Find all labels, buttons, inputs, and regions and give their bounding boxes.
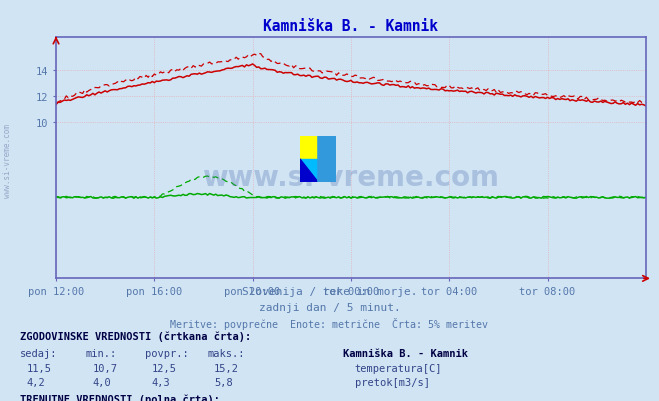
Bar <box>300 136 318 159</box>
Text: 11,5: 11,5 <box>26 363 51 373</box>
Text: min.:: min.: <box>86 348 117 358</box>
Bar <box>318 136 336 182</box>
Text: 15,2: 15,2 <box>214 363 239 373</box>
Text: zadnji dan / 5 minut.: zadnji dan / 5 minut. <box>258 302 401 312</box>
Text: Kamniška B. - Kamnik: Kamniška B. - Kamnik <box>343 348 468 358</box>
Text: ZGODOVINSKE VREDNOSTI (črtkana črta):: ZGODOVINSKE VREDNOSTI (črtkana črta): <box>20 331 251 341</box>
Polygon shape <box>300 159 318 182</box>
Title: Kamniška B. - Kamnik: Kamniška B. - Kamnik <box>264 19 438 34</box>
Text: www.si-vreme.com: www.si-vreme.com <box>3 124 13 197</box>
Text: www.si-vreme.com: www.si-vreme.com <box>202 164 500 192</box>
Text: temperatura[C]: temperatura[C] <box>355 363 442 373</box>
Text: maks.:: maks.: <box>208 348 245 358</box>
Text: 10,7: 10,7 <box>92 363 117 373</box>
Text: Meritve: povprečne  Enote: metrične  Črta: 5% meritev: Meritve: povprečne Enote: metrične Črta:… <box>171 317 488 329</box>
Text: 5,8: 5,8 <box>214 377 233 387</box>
Polygon shape <box>300 159 318 182</box>
Polygon shape <box>318 136 336 182</box>
Text: pretok[m3/s]: pretok[m3/s] <box>355 377 430 387</box>
Text: Slovenija / reke in morje.: Slovenija / reke in morje. <box>242 287 417 297</box>
Text: povpr.:: povpr.: <box>145 348 188 358</box>
Text: 4,2: 4,2 <box>26 377 45 387</box>
Text: TRENUTNE VREDNOSTI (polna črta):: TRENUTNE VREDNOSTI (polna črta): <box>20 394 219 401</box>
Text: 4,3: 4,3 <box>152 377 170 387</box>
Text: 4,0: 4,0 <box>92 377 111 387</box>
Text: 12,5: 12,5 <box>152 363 177 373</box>
Text: sedaj:: sedaj: <box>20 348 57 358</box>
